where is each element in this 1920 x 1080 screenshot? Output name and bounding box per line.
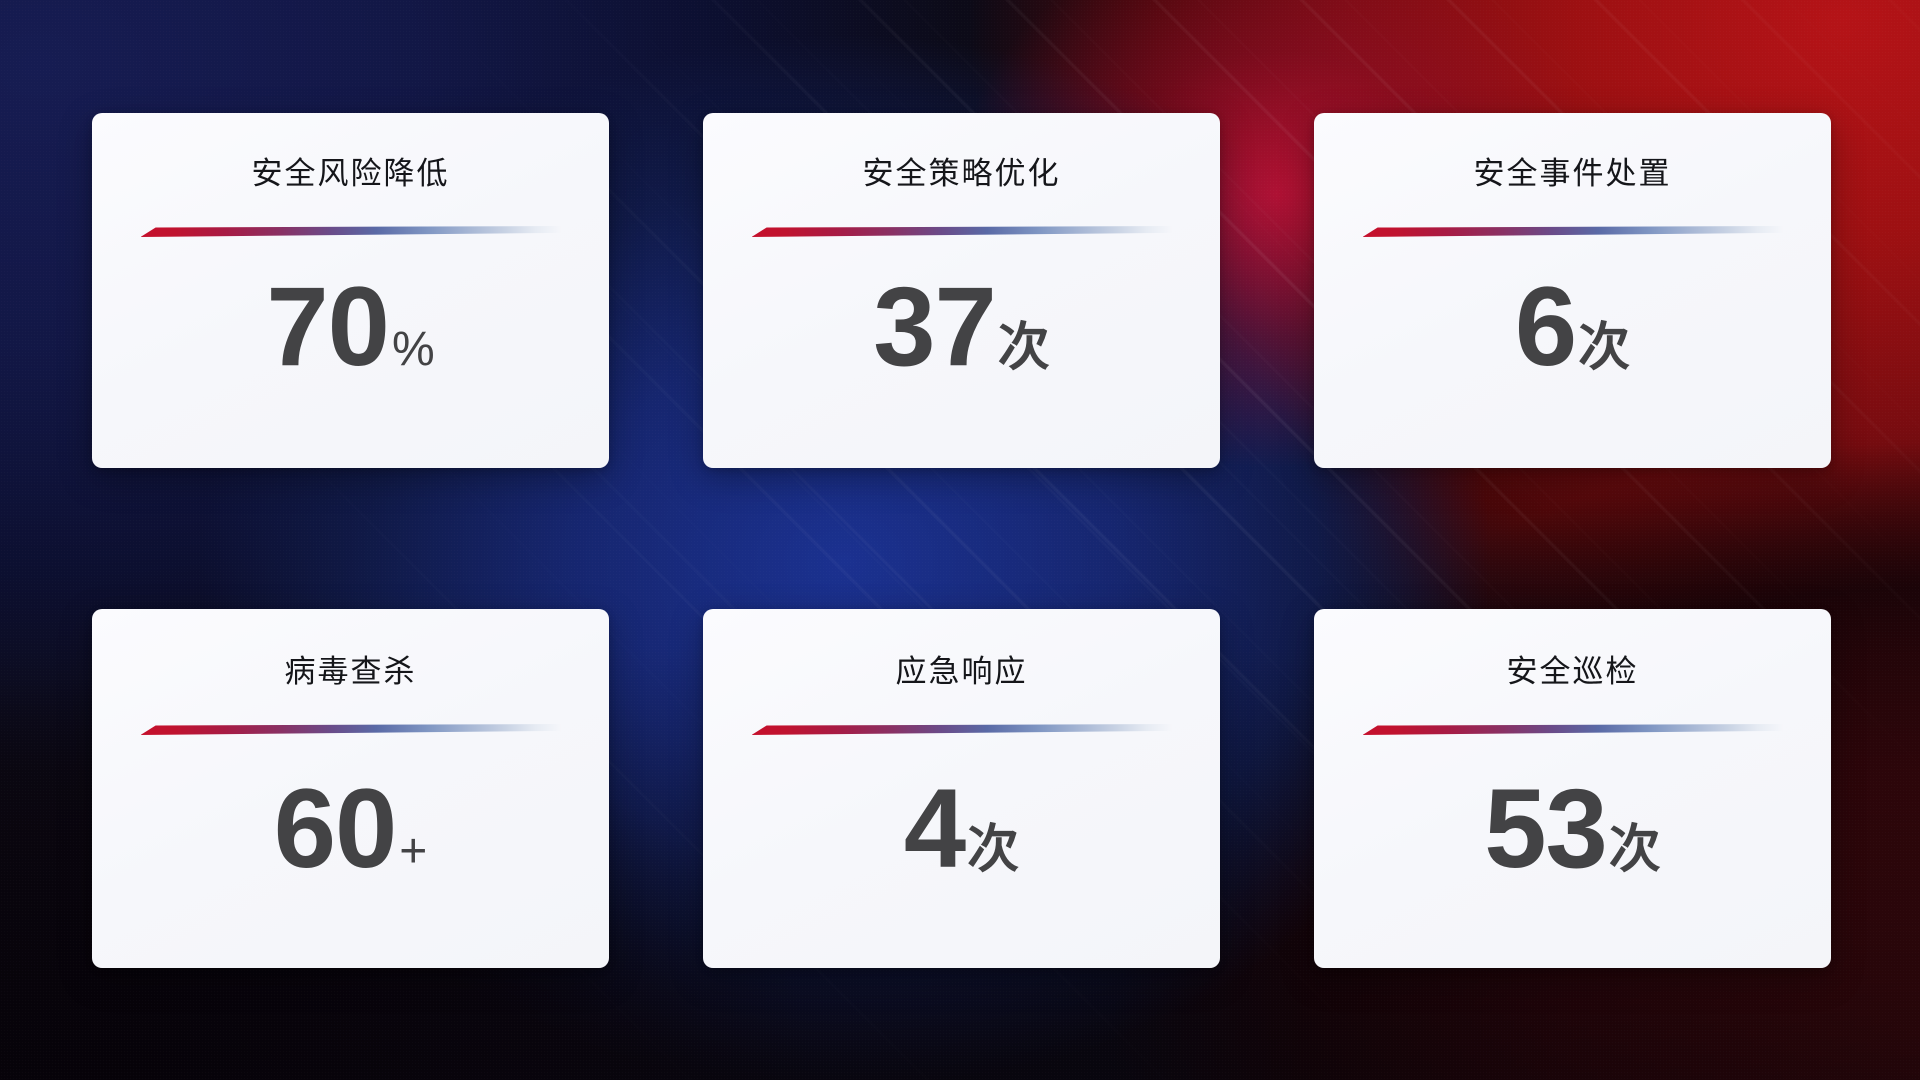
stat-card-title: 病毒查杀: [284, 654, 417, 689]
stat-card-unit: 次: [967, 821, 1020, 879]
gradient-divider: [140, 724, 561, 735]
stat-card-grid: 安全风险降低 70 % 安全策略优化 37 次 安全事件处置 6 次: [92, 113, 1832, 968]
stat-card-title: 安全风险降低: [251, 156, 450, 191]
gradient-divider: [751, 226, 1172, 237]
stat-card-value-row: 37 次: [873, 271, 1050, 383]
stat-card-title: 安全策略优化: [862, 156, 1061, 191]
gradient-divider: [751, 724, 1172, 735]
stat-card-value-row: 4 次: [904, 773, 1019, 885]
stat-card[interactable]: 安全事件处置 6 次: [1314, 113, 1831, 468]
stat-card-value-row: 53 次: [1484, 773, 1661, 885]
stat-card[interactable]: 病毒查杀 60 +: [92, 609, 609, 968]
stat-card[interactable]: 应急响应 4 次: [703, 609, 1220, 968]
gradient-divider: [1362, 724, 1783, 735]
stat-card-unit: 次: [1608, 821, 1661, 879]
stat-card-value-row: 60 +: [274, 773, 428, 885]
stat-card-title: 安全巡检: [1506, 654, 1639, 689]
stat-card-unit: 次: [997, 319, 1050, 377]
stat-card-title: 安全事件处置: [1473, 156, 1672, 191]
stat-card-unit: 次: [1578, 319, 1631, 377]
stat-card[interactable]: 安全风险降低 70 %: [92, 113, 609, 468]
stat-card-value: 37: [873, 264, 997, 389]
stat-card[interactable]: 安全巡检 53 次: [1314, 609, 1831, 968]
stat-card-value: 4: [903, 766, 966, 891]
gradient-divider: [1362, 226, 1783, 237]
stat-card-title: 应急响应: [895, 654, 1028, 689]
stat-card-value: 6: [1514, 264, 1577, 389]
stat-card-unit: %: [391, 323, 435, 376]
stat-card-value-row: 6 次: [1515, 271, 1630, 383]
stat-card-value: 53: [1484, 766, 1608, 891]
stat-card[interactable]: 安全策略优化 37 次: [703, 113, 1220, 468]
stat-card-unit: +: [399, 825, 428, 878]
stat-card-value: 70: [266, 264, 390, 389]
stat-card-value-row: 70 %: [266, 271, 434, 383]
stat-card-value: 60: [273, 766, 398, 891]
gradient-divider: [140, 226, 561, 237]
